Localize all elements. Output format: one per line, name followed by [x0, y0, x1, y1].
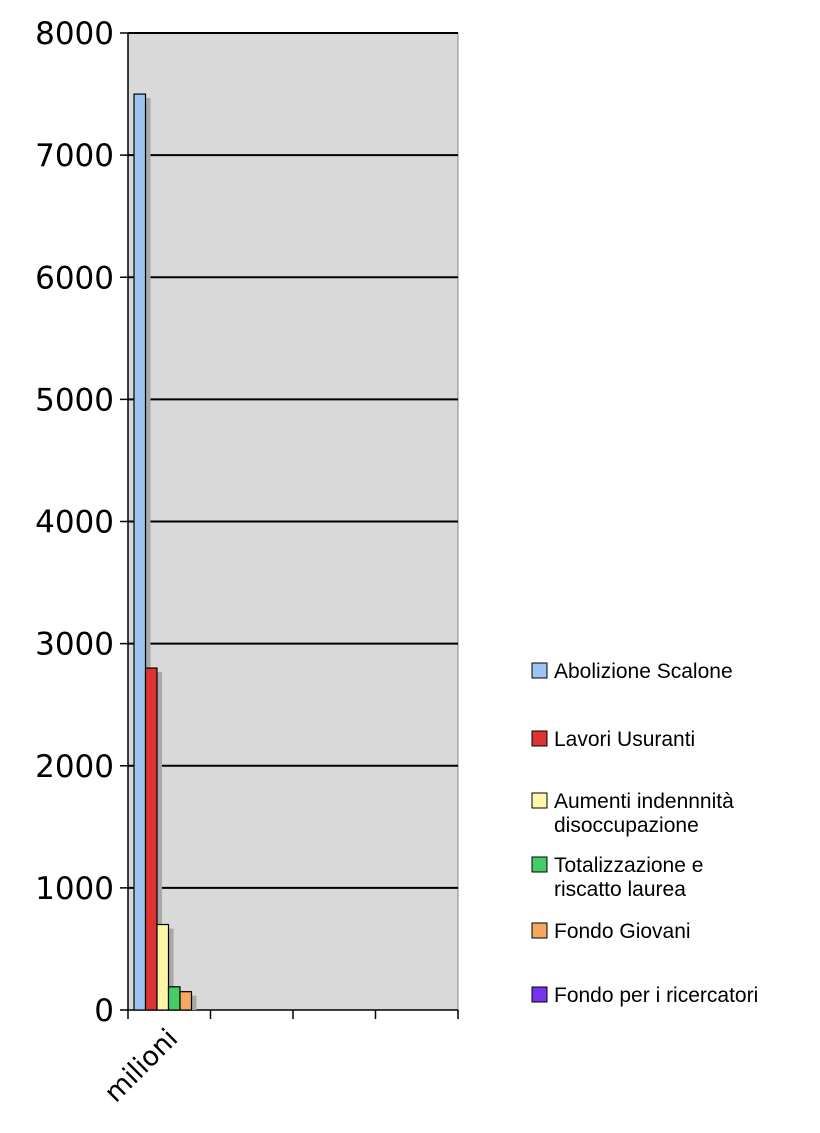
legend-label: riscatto laurea: [554, 878, 686, 901]
bar: [179, 991, 193, 1011]
bar: [156, 923, 170, 1011]
x-axis: milioni: [99, 1009, 459, 1109]
legend-label: Abolizione Scalone: [554, 660, 733, 683]
legend-label: Fondo Giovani: [554, 920, 691, 943]
legend-swatch: [531, 986, 548, 1003]
legend-label: disoccupazione: [554, 814, 699, 837]
legend-item: Fondo per i ricercatori: [531, 984, 758, 1007]
y-tick-label: 5000: [35, 382, 114, 418]
bar: [144, 667, 158, 1011]
y-axis: 0 1000 2000 3000 4000 5000 6000 7000 8000: [35, 16, 129, 1029]
legend-swatch: [531, 922, 548, 939]
legend-item: Lavori Usuranti: [531, 728, 695, 751]
bar: [167, 986, 181, 1011]
legend-label: Totalizzazione e: [554, 854, 703, 877]
legend-swatch: [531, 856, 548, 873]
gridlines: [128, 32, 458, 889]
legend-swatch: [531, 662, 548, 679]
y-tick-label: 4000: [35, 505, 114, 541]
bars: [133, 93, 197, 1011]
y-tick-label: 2000: [35, 749, 114, 785]
x-tick-label: milioni: [99, 1023, 185, 1109]
y-tick-label: 8000: [35, 16, 114, 52]
legend-label: Fondo per i ricercatori: [554, 984, 758, 1007]
legend-swatch: [531, 792, 548, 809]
y-tick-label: 6000: [35, 260, 114, 296]
y-tick-label: 7000: [35, 138, 114, 174]
legend-item: Fondo Giovani: [531, 920, 691, 943]
bar: [133, 93, 147, 1011]
legend: Abolizione Scalone Lavori Usuranti Aumenti…: [531, 660, 758, 1007]
y-tick-label: 0: [94, 993, 114, 1029]
legend-swatch: [531, 730, 548, 747]
legend-item: Abolizione Scalone: [531, 660, 733, 683]
y-tick-label: 1000: [35, 871, 114, 907]
legend-label: Lavori Usuranti: [554, 728, 695, 751]
legend-label: Aumenti indennnità: [554, 790, 734, 813]
y-tick-label: 3000: [35, 627, 114, 663]
